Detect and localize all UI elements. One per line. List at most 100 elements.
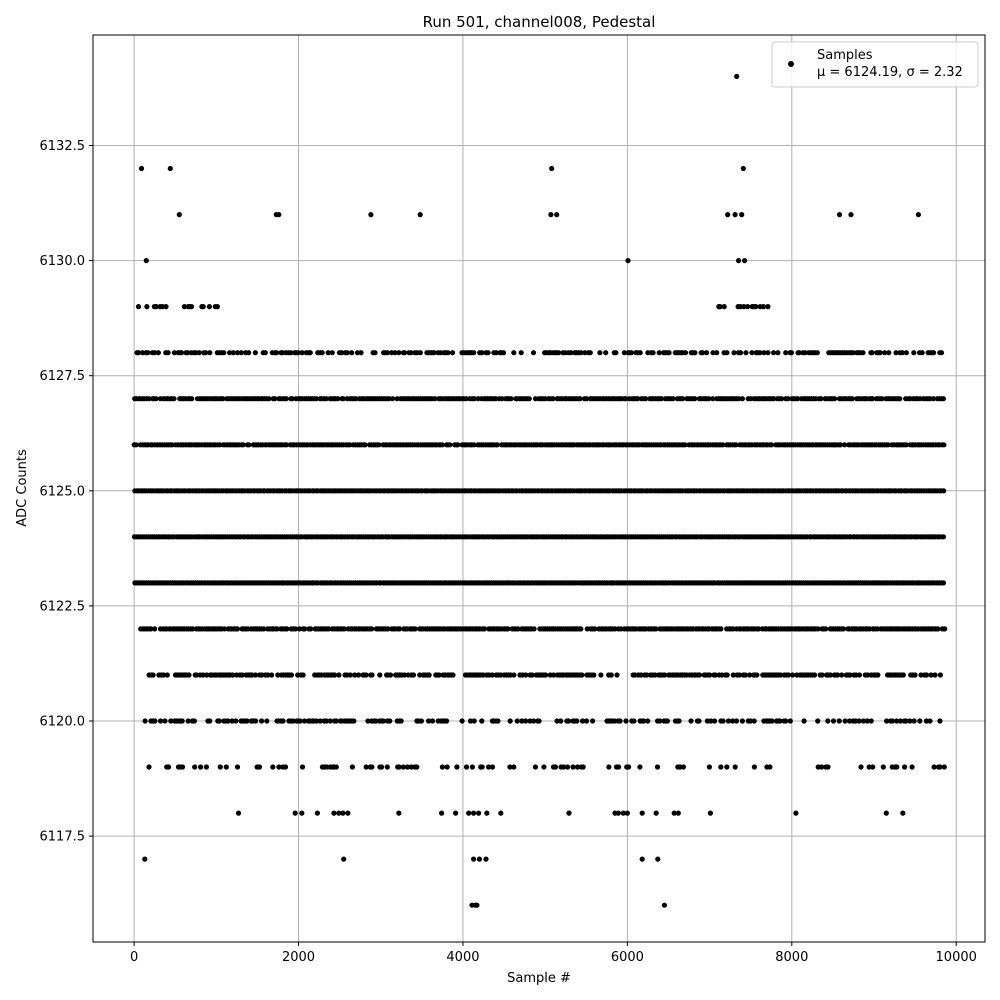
data-point [834,672,841,678]
data-point [941,442,947,448]
data-point [670,396,676,402]
data-point [749,350,755,356]
data-point [897,718,904,724]
data-point [580,718,586,724]
data-point [783,350,789,356]
data-point [884,718,890,724]
data-point [246,350,252,356]
data-point [190,626,196,632]
data-point [264,718,270,724]
data-point [431,350,437,356]
data-point [283,442,289,448]
data-point [931,350,937,356]
data-point [739,718,746,724]
data-point [900,672,906,678]
data-point [574,718,580,724]
data-point [578,350,584,356]
data-point [355,672,362,678]
data-point [765,304,771,310]
x-tick-label: 2000 [282,950,315,965]
data-point [912,672,918,678]
data-point [335,396,341,402]
data-point [288,350,294,356]
data-point [292,810,298,816]
data-point [615,810,621,816]
data-point [167,165,173,172]
data-point [747,672,753,678]
data-point [152,718,158,724]
data-point [626,764,632,770]
data-point [554,718,560,724]
data-point [143,258,149,264]
data-point [181,304,187,310]
data-point [479,764,485,770]
data-point [299,764,306,770]
data-point [554,212,560,218]
data-point [712,718,718,724]
data-point [341,626,347,632]
data-point [385,626,391,632]
data-point [849,396,855,402]
data-point [340,810,346,816]
data-point [454,764,460,770]
data-point [903,718,909,724]
data-point [455,442,461,448]
data-point [507,718,513,724]
data-point [552,764,559,770]
data-point [815,718,821,724]
data-point [178,350,185,356]
data-point [296,626,302,632]
data-point [133,442,139,448]
data-point [471,718,477,724]
data-point [639,810,645,816]
data-point [450,672,456,678]
data-point [387,672,394,678]
legend-marker [788,61,794,67]
data-point [479,718,485,724]
x-axis-label: Sample # [507,971,571,986]
data-point [823,626,829,632]
data-point [135,304,142,310]
data-point [259,718,265,724]
data-point [384,350,390,356]
data-point [900,810,906,816]
data-point [721,304,727,310]
data-point [858,764,864,770]
data-point [676,718,682,724]
data-point [463,764,470,770]
data-point [158,718,164,724]
x-tick-label: 4000 [446,950,479,965]
data-point [327,718,333,724]
data-point [225,718,231,724]
data-point [234,764,241,770]
y-tick-label: 6120.0 [40,715,86,730]
data-point [812,672,818,678]
data-point [432,396,438,402]
data-point [736,396,742,402]
data-point [471,396,477,402]
data-point [777,718,783,724]
data-point [653,626,659,632]
data-point [165,350,171,356]
data-point [793,810,799,816]
data-point [655,856,661,862]
data-point [680,764,687,770]
data-point [261,626,267,632]
data-point [418,718,424,724]
data-point [692,396,698,402]
data-point [761,350,767,356]
data-point [216,718,222,724]
data-point [598,672,604,678]
data-point [369,764,375,770]
data-point [613,350,619,356]
data-point [489,764,496,770]
data-point [903,442,909,448]
data-point [566,718,572,724]
data-point [240,442,246,448]
data-point [875,672,881,678]
data-point [369,626,375,632]
data-point [142,856,148,862]
data-point [376,442,382,448]
data-point [270,764,276,770]
data-point [284,626,290,632]
